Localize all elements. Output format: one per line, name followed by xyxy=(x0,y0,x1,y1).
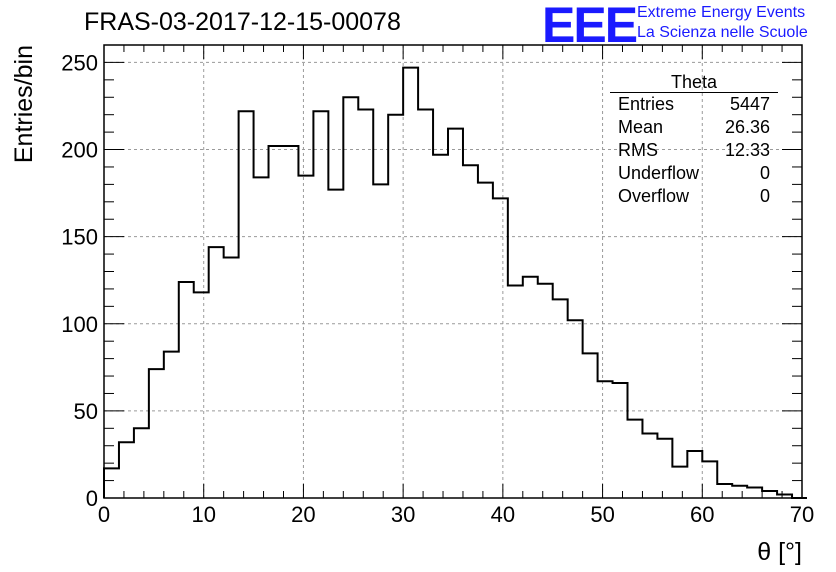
histogram-bin xyxy=(613,383,628,498)
y-tick-label: 50 xyxy=(74,399,98,424)
histogram-bin xyxy=(134,428,149,498)
stats-label: Overflow xyxy=(618,186,690,206)
stats-title: Theta xyxy=(610,72,778,93)
histogram-bin xyxy=(493,198,508,498)
histogram-bin xyxy=(747,488,762,498)
stats-row-rms: RMS 12.33 xyxy=(610,139,778,162)
histogram-bin xyxy=(732,486,747,498)
histogram-bin xyxy=(358,109,373,498)
x-tick-label: 20 xyxy=(291,502,315,527)
histogram-bin xyxy=(224,258,239,498)
histogram-bin xyxy=(149,369,164,498)
x-tick-label: 40 xyxy=(491,502,515,527)
y-tick-label: 0 xyxy=(86,486,98,511)
x-tick-label: 10 xyxy=(191,502,215,527)
stats-value: 12.33 xyxy=(724,140,770,160)
stats-row-entries: Entries 5447 xyxy=(610,93,778,116)
stats-label: RMS xyxy=(618,140,658,160)
stats-value: 0 xyxy=(759,163,770,183)
histogram-bin xyxy=(194,292,209,498)
histogram-bin xyxy=(672,467,687,498)
stats-label: Entries xyxy=(618,94,675,114)
histogram-bin xyxy=(313,111,328,498)
x-tick-label: 60 xyxy=(690,502,714,527)
x-tick-label: 50 xyxy=(590,502,614,527)
y-tick-label: 200 xyxy=(61,138,98,163)
stats-row-mean: Mean 26.36 xyxy=(610,116,778,139)
x-tick-label: 70 xyxy=(790,502,814,527)
histogram-bin xyxy=(553,299,568,498)
logo-line-1: Extreme Energy Events xyxy=(637,4,806,21)
stats-row-underflow: Underflow 0 xyxy=(610,162,778,185)
histogram-bin xyxy=(657,439,672,498)
stats-value: 5447 xyxy=(729,94,770,114)
histogram-bin xyxy=(448,129,463,498)
histogram-bin xyxy=(568,320,583,498)
chart-title: FRAS-03-2017-12-15-00078 xyxy=(84,8,401,36)
histogram-bin xyxy=(254,177,269,498)
histogram-bin xyxy=(119,442,134,498)
histogram-bin xyxy=(433,155,448,498)
stats-value: 26.36 xyxy=(724,117,770,137)
histogram-bin xyxy=(209,247,224,498)
stats-value: 0 xyxy=(759,186,770,206)
stats-label: Underflow xyxy=(618,163,700,183)
histogram-bin xyxy=(418,109,433,498)
histogram-bin xyxy=(269,146,284,498)
histogram-bin xyxy=(583,353,598,498)
x-tick-label: 0 xyxy=(98,502,110,527)
stats-box: Theta Entries 5447 Mean 26.36 RMS 12.33 … xyxy=(610,72,778,208)
histogram-bin xyxy=(508,285,523,498)
histogram-bin xyxy=(598,381,613,498)
stats-label: Mean xyxy=(618,117,664,137)
y-tick-label: 100 xyxy=(61,312,98,337)
histogram-bin xyxy=(762,491,777,498)
eee-logo: EEE xyxy=(542,0,638,53)
histogram-bin xyxy=(523,277,538,498)
histogram-bin xyxy=(717,484,732,498)
histogram-bin xyxy=(403,68,418,498)
histogram-bin xyxy=(239,111,254,498)
x-axis-label: θ [°] xyxy=(757,538,802,566)
histogram-bin xyxy=(179,282,194,498)
histogram-bin xyxy=(478,183,493,498)
histogram-bin xyxy=(687,451,702,498)
logo-line-2: La Scienza nelle Scuole xyxy=(637,24,808,41)
histogram-bin xyxy=(642,434,657,498)
x-tick-label: 30 xyxy=(391,502,415,527)
histogram-bin xyxy=(388,115,403,498)
histogram-bin xyxy=(463,165,478,498)
histogram-bin xyxy=(164,352,179,498)
histogram-bin xyxy=(373,184,388,498)
histogram-bin xyxy=(328,190,343,498)
y-tick-label: 250 xyxy=(61,50,98,75)
stats-row-overflow: Overflow 0 xyxy=(610,185,778,208)
histogram-bin xyxy=(104,468,119,498)
histogram-bin xyxy=(538,284,553,498)
histogram-bin xyxy=(343,97,358,498)
histogram-bin xyxy=(283,146,298,498)
histogram-bin xyxy=(298,176,313,498)
y-tick-label: 150 xyxy=(61,225,98,250)
y-axis-label: Entries/bin xyxy=(10,45,38,163)
histogram-outline xyxy=(103,66,807,499)
histogram-bin xyxy=(628,420,643,498)
histogram-bin xyxy=(702,461,717,498)
